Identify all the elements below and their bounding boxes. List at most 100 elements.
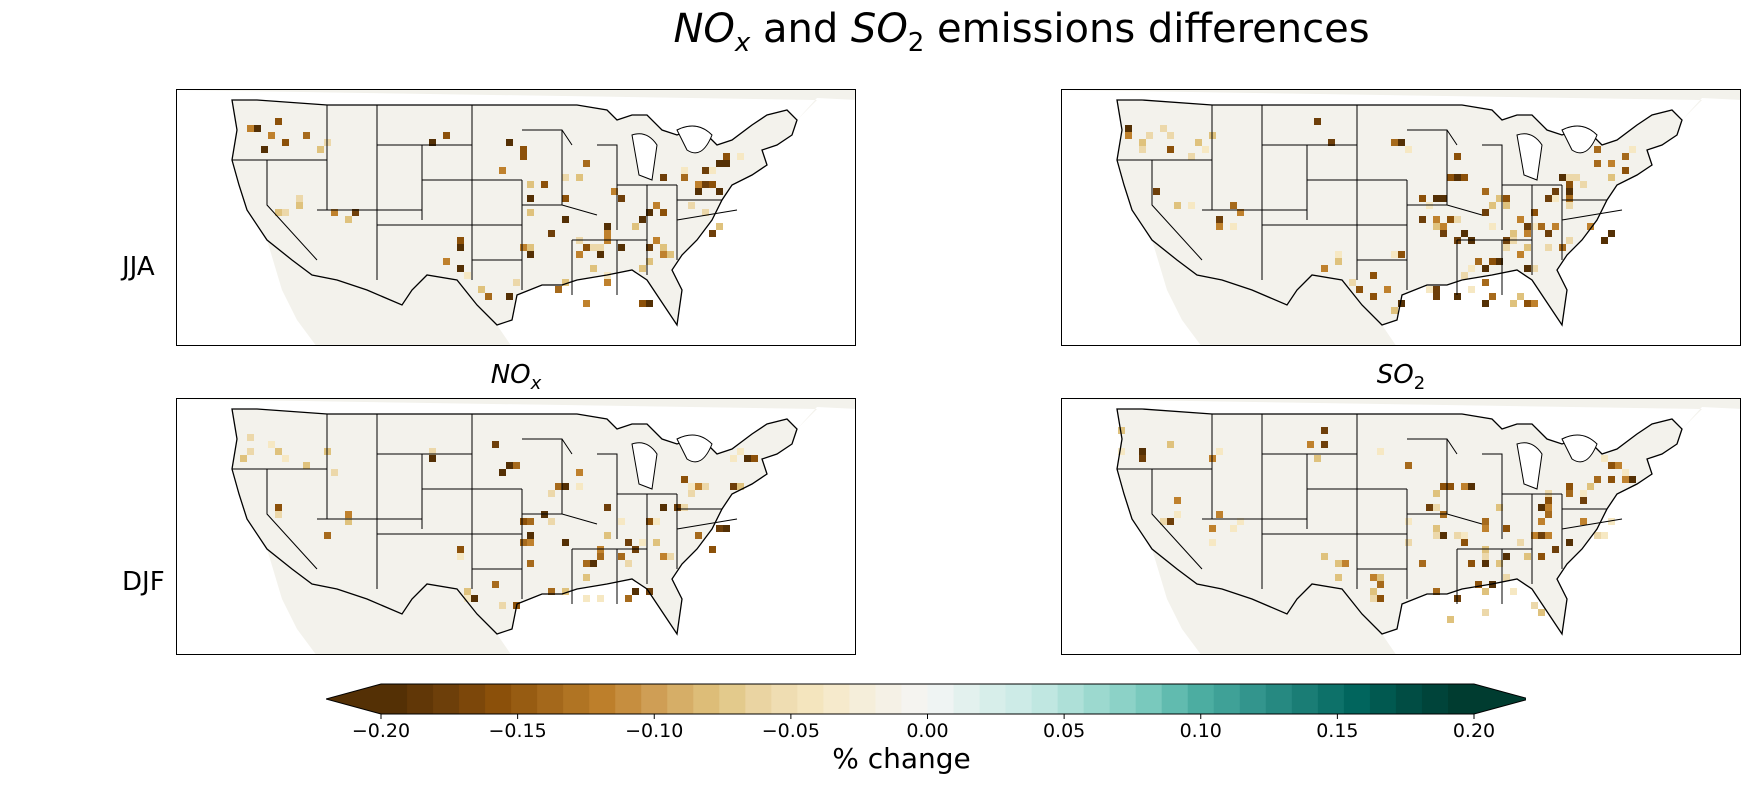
grid-cell xyxy=(429,139,436,146)
grid-cell xyxy=(1538,553,1545,560)
grid-cell xyxy=(646,588,653,595)
title-no-sub: x xyxy=(734,28,751,58)
grid-cell xyxy=(1139,146,1146,153)
grid-cell xyxy=(296,202,303,209)
grid-cell xyxy=(1566,202,1573,209)
grid-cell xyxy=(1384,286,1391,293)
grid-cell xyxy=(1461,532,1468,539)
grid-cell xyxy=(1524,244,1531,251)
grid-cell xyxy=(1545,532,1552,539)
grid-cell xyxy=(688,483,695,490)
grid-cell xyxy=(527,209,534,216)
grid-cell xyxy=(1440,195,1447,202)
grid-cell xyxy=(737,448,744,455)
state-borders xyxy=(522,129,738,295)
grid-cell xyxy=(1594,476,1601,483)
grid-cell xyxy=(275,511,282,518)
colorbar-segment xyxy=(771,684,798,714)
colorbar-segment xyxy=(1421,684,1449,714)
column-title-nox: NOx xyxy=(176,360,856,394)
grid-cell xyxy=(1440,532,1447,539)
grid-cell xyxy=(1454,293,1461,300)
grid-cell xyxy=(1482,188,1489,195)
grid-cell xyxy=(1552,223,1559,230)
grid-cell xyxy=(1447,216,1454,223)
grid-cell xyxy=(324,532,331,539)
grid-cell xyxy=(625,595,632,602)
grid-cell xyxy=(1566,539,1573,546)
grid-cell xyxy=(527,244,534,251)
grid-cell xyxy=(590,265,597,272)
grid-cell xyxy=(464,588,471,595)
grid-cell xyxy=(1377,581,1384,588)
grid-cell xyxy=(1503,553,1510,560)
grid-cell xyxy=(506,462,513,469)
colorbar-segment xyxy=(1395,684,1423,714)
mexico-land xyxy=(1152,549,1396,654)
grid-cell xyxy=(1545,195,1552,202)
grid-cell xyxy=(520,146,527,153)
grid-cell xyxy=(1531,602,1538,609)
colorbar-segment xyxy=(1291,684,1319,714)
great-lakes xyxy=(1516,434,1598,490)
grid-cell xyxy=(1209,539,1216,546)
colorbar-segment xyxy=(563,684,590,714)
grid-cell xyxy=(1580,497,1587,504)
grid-cell xyxy=(1391,251,1398,258)
grid-cell xyxy=(562,216,569,223)
grid-cell xyxy=(1566,174,1573,181)
grid-cell xyxy=(1517,216,1524,223)
grid-cell xyxy=(1468,265,1475,272)
grid-cell xyxy=(513,279,520,286)
grid-cell xyxy=(1566,181,1573,188)
grid-cell xyxy=(583,560,590,567)
grid-cell xyxy=(1594,146,1601,153)
grid-cell xyxy=(1405,518,1412,525)
grid-cell xyxy=(345,216,352,223)
grid-cell xyxy=(639,300,646,307)
grid-cell xyxy=(1440,483,1447,490)
grid-cell xyxy=(541,181,548,188)
grid-cell xyxy=(716,160,723,167)
grid-cell xyxy=(1615,462,1622,469)
colorbar-segment xyxy=(693,684,720,714)
grid-cell xyxy=(1195,139,1202,146)
grid-cell xyxy=(1559,174,1566,181)
colorbar-segment xyxy=(797,684,824,714)
grid-cell xyxy=(681,476,688,483)
grid-cell xyxy=(247,125,254,132)
grid-cell xyxy=(667,251,674,258)
grid-cell xyxy=(1608,230,1615,237)
grid-cell xyxy=(1475,581,1482,588)
grid-cell xyxy=(1370,574,1377,581)
title-so: SO xyxy=(850,6,908,52)
grid-cell xyxy=(1426,286,1433,293)
colorbar-tick-label: 0.10 xyxy=(1179,720,1222,742)
grid-cell xyxy=(345,511,352,518)
grid-cell xyxy=(660,174,667,181)
grid-cell xyxy=(1167,132,1174,139)
colorbar-segment xyxy=(875,684,903,714)
grid-cell xyxy=(520,244,527,251)
grid-cell xyxy=(548,490,555,497)
grid-cell xyxy=(282,139,289,146)
grid-cell xyxy=(471,595,478,602)
grid-cell xyxy=(247,448,254,455)
grid-cell xyxy=(1524,300,1531,307)
state-borders xyxy=(1407,438,1623,604)
colorbar-segment xyxy=(615,684,642,714)
grid-cell xyxy=(604,223,611,230)
grid-cell xyxy=(527,251,534,258)
grid-cell xyxy=(618,195,625,202)
grid-cell xyxy=(737,153,744,160)
grid-cell xyxy=(1146,132,1153,139)
grid-cell xyxy=(1321,441,1328,448)
grid-cell xyxy=(1447,616,1454,623)
grid-cell xyxy=(1321,265,1328,272)
grid-cell xyxy=(492,441,499,448)
grid-cell xyxy=(548,588,555,595)
colorbar-segment xyxy=(979,684,1007,714)
grid-cell xyxy=(1461,230,1468,237)
grid-cell xyxy=(639,265,646,272)
grid-cell xyxy=(1433,490,1440,497)
